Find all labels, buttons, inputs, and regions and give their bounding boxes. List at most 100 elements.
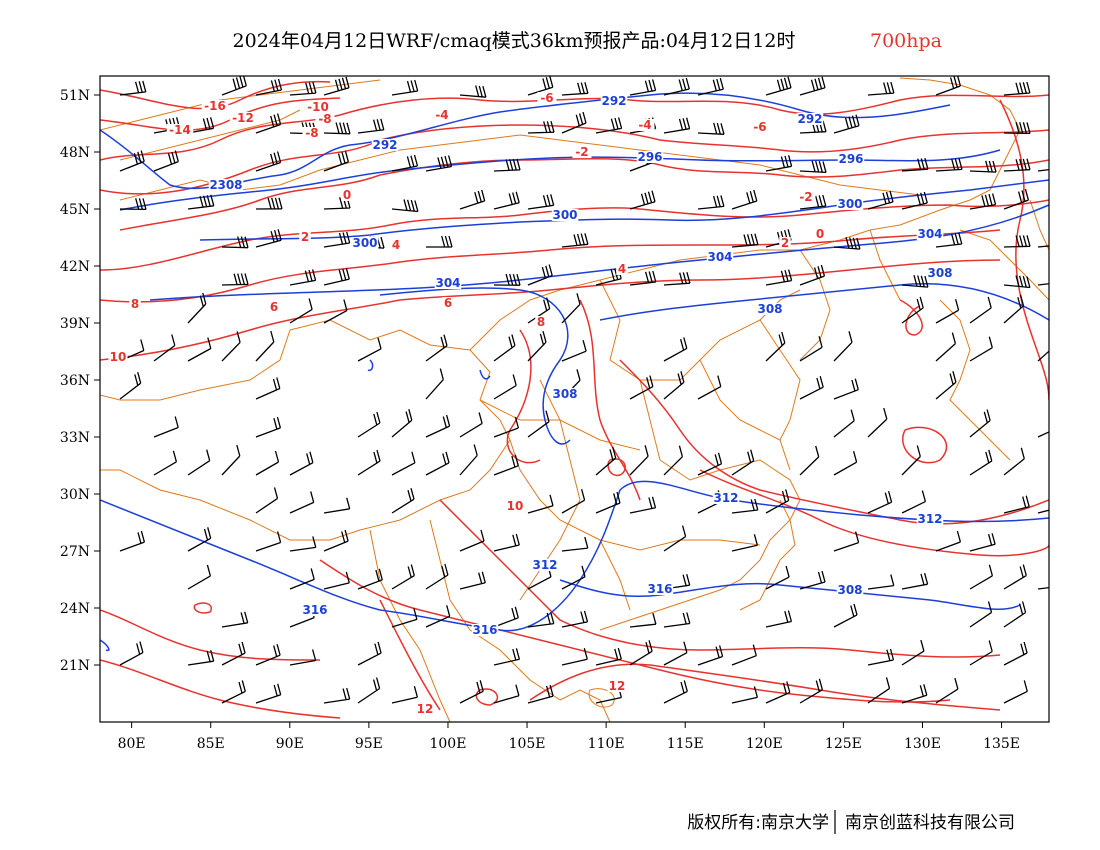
contour-label: -8: [305, 126, 318, 140]
contour-label-bg: [415, 703, 435, 715]
contour-label: 308: [927, 266, 952, 280]
wind-barb: [595, 446, 617, 476]
wind-barb: [833, 378, 859, 400]
wind-barb: [969, 193, 997, 210]
wind-barb: [527, 194, 555, 210]
wind-barb: [357, 411, 381, 438]
wind-barb: [697, 375, 722, 400]
lat-tick-label: 21N: [60, 658, 90, 674]
wind-barb: [1003, 447, 1025, 476]
contour-label-bg: [636, 151, 664, 163]
contour-label: 0: [343, 188, 351, 202]
contour-label-bg: [304, 101, 332, 113]
wind-barb: [561, 565, 586, 590]
wind-barb: [561, 340, 587, 362]
wind-barb: [255, 197, 283, 210]
contour-label-bg: [299, 231, 311, 243]
contour-label: 4: [618, 262, 626, 276]
wind-barb: [391, 79, 419, 96]
wind-barb: [561, 233, 589, 248]
contour-label-bg: [796, 113, 824, 125]
wind-barb: [289, 269, 317, 286]
wind-barb: [765, 155, 793, 172]
wind-barb: [629, 613, 657, 628]
wind-barb: [323, 150, 350, 172]
wind-barb: [969, 296, 992, 324]
wind-barb: [323, 267, 350, 286]
contour-label: 2: [781, 236, 789, 250]
contour-label-bg: [796, 191, 816, 203]
wind-barb: [255, 377, 281, 400]
wind-barb: [833, 237, 861, 250]
contour-label-bg: [371, 139, 399, 151]
contour-label: 316: [472, 623, 497, 637]
wind-barb: [901, 684, 928, 704]
wind-barb: [901, 296, 924, 324]
wind-barb: [901, 639, 925, 666]
wind-barb: [391, 686, 419, 704]
wind-barb: [1003, 122, 1031, 135]
wind-barb: [119, 150, 145, 172]
contour-label-bg: [505, 500, 525, 512]
wind-barb: [663, 371, 685, 400]
wind-barb: [561, 536, 589, 552]
wind-barb: [629, 445, 649, 476]
wind-barb: [357, 641, 382, 666]
title-level: 700hpa: [870, 30, 942, 52]
wind-barb: [153, 416, 179, 438]
wind-barb: [527, 264, 553, 286]
wind-barb: [493, 684, 520, 704]
contour-label: 300: [837, 197, 862, 211]
contour-label-bg: [108, 351, 128, 363]
wind-barb: [425, 451, 450, 476]
wind-barb: [527, 684, 554, 704]
wind-barb: [493, 416, 520, 438]
wind-barb: [1037, 431, 1049, 438]
plot-frame: [99, 75, 1050, 723]
contour-label: -4: [638, 118, 651, 132]
wind-barb: [663, 680, 688, 704]
wind-barb: [153, 150, 179, 172]
wind-barb: [459, 529, 485, 552]
contour-label-bg: [551, 388, 579, 400]
wind-barb: [799, 194, 827, 210]
contour-label: -6: [540, 91, 553, 105]
wind-barb: [357, 568, 383, 590]
wind-barb: [799, 445, 820, 476]
contour-label-bg: [600, 95, 628, 107]
contour-label-bg: [616, 263, 628, 275]
contour-label-bg: [607, 680, 627, 692]
wind-barb: [221, 641, 246, 666]
contour-label: 4: [392, 238, 400, 252]
wind-barb: [731, 534, 759, 552]
wind-barb: [221, 611, 249, 628]
wind-barb: [935, 530, 962, 552]
contour-label: 312: [532, 558, 557, 572]
title-main: 2024年04月12日WRF/cmaq模式36km预报产品:04月12日12时: [233, 30, 796, 52]
wind-barb: [1003, 601, 1027, 628]
contour-label-bg: [166, 124, 194, 136]
wind-barb: [493, 273, 521, 286]
wind-barb: [799, 570, 826, 590]
wind-barb: [187, 527, 212, 552]
longitude-axis: 80E 85E 90E 95E 100E 105E 110E 115E 120E 125E 130E…: [118, 722, 1020, 752]
contour-label: 304: [435, 276, 460, 290]
lon-tick-label: 100E: [429, 736, 466, 752]
wind-barb: [969, 449, 993, 476]
wind-barb: [1003, 158, 1031, 172]
contour-label-bg: [535, 316, 547, 328]
contour-label-bg: [836, 198, 864, 210]
wind-barb: [289, 491, 315, 514]
contour-label-bg: [646, 583, 674, 595]
contour-labels: 2922922922962962963003003003043043043083…: [108, 91, 954, 716]
wind-barb: [799, 264, 826, 286]
contour-label: 8: [537, 315, 545, 329]
wind-barb: [527, 494, 554, 514]
contour-label-bg: [301, 604, 329, 616]
wind-barb: [425, 414, 451, 438]
contour-label-bg: [531, 559, 559, 571]
contour-label: -6: [753, 120, 766, 134]
wind-barb: [663, 641, 688, 666]
wind-barb: [663, 612, 691, 628]
contour-label-bg: [837, 153, 865, 165]
